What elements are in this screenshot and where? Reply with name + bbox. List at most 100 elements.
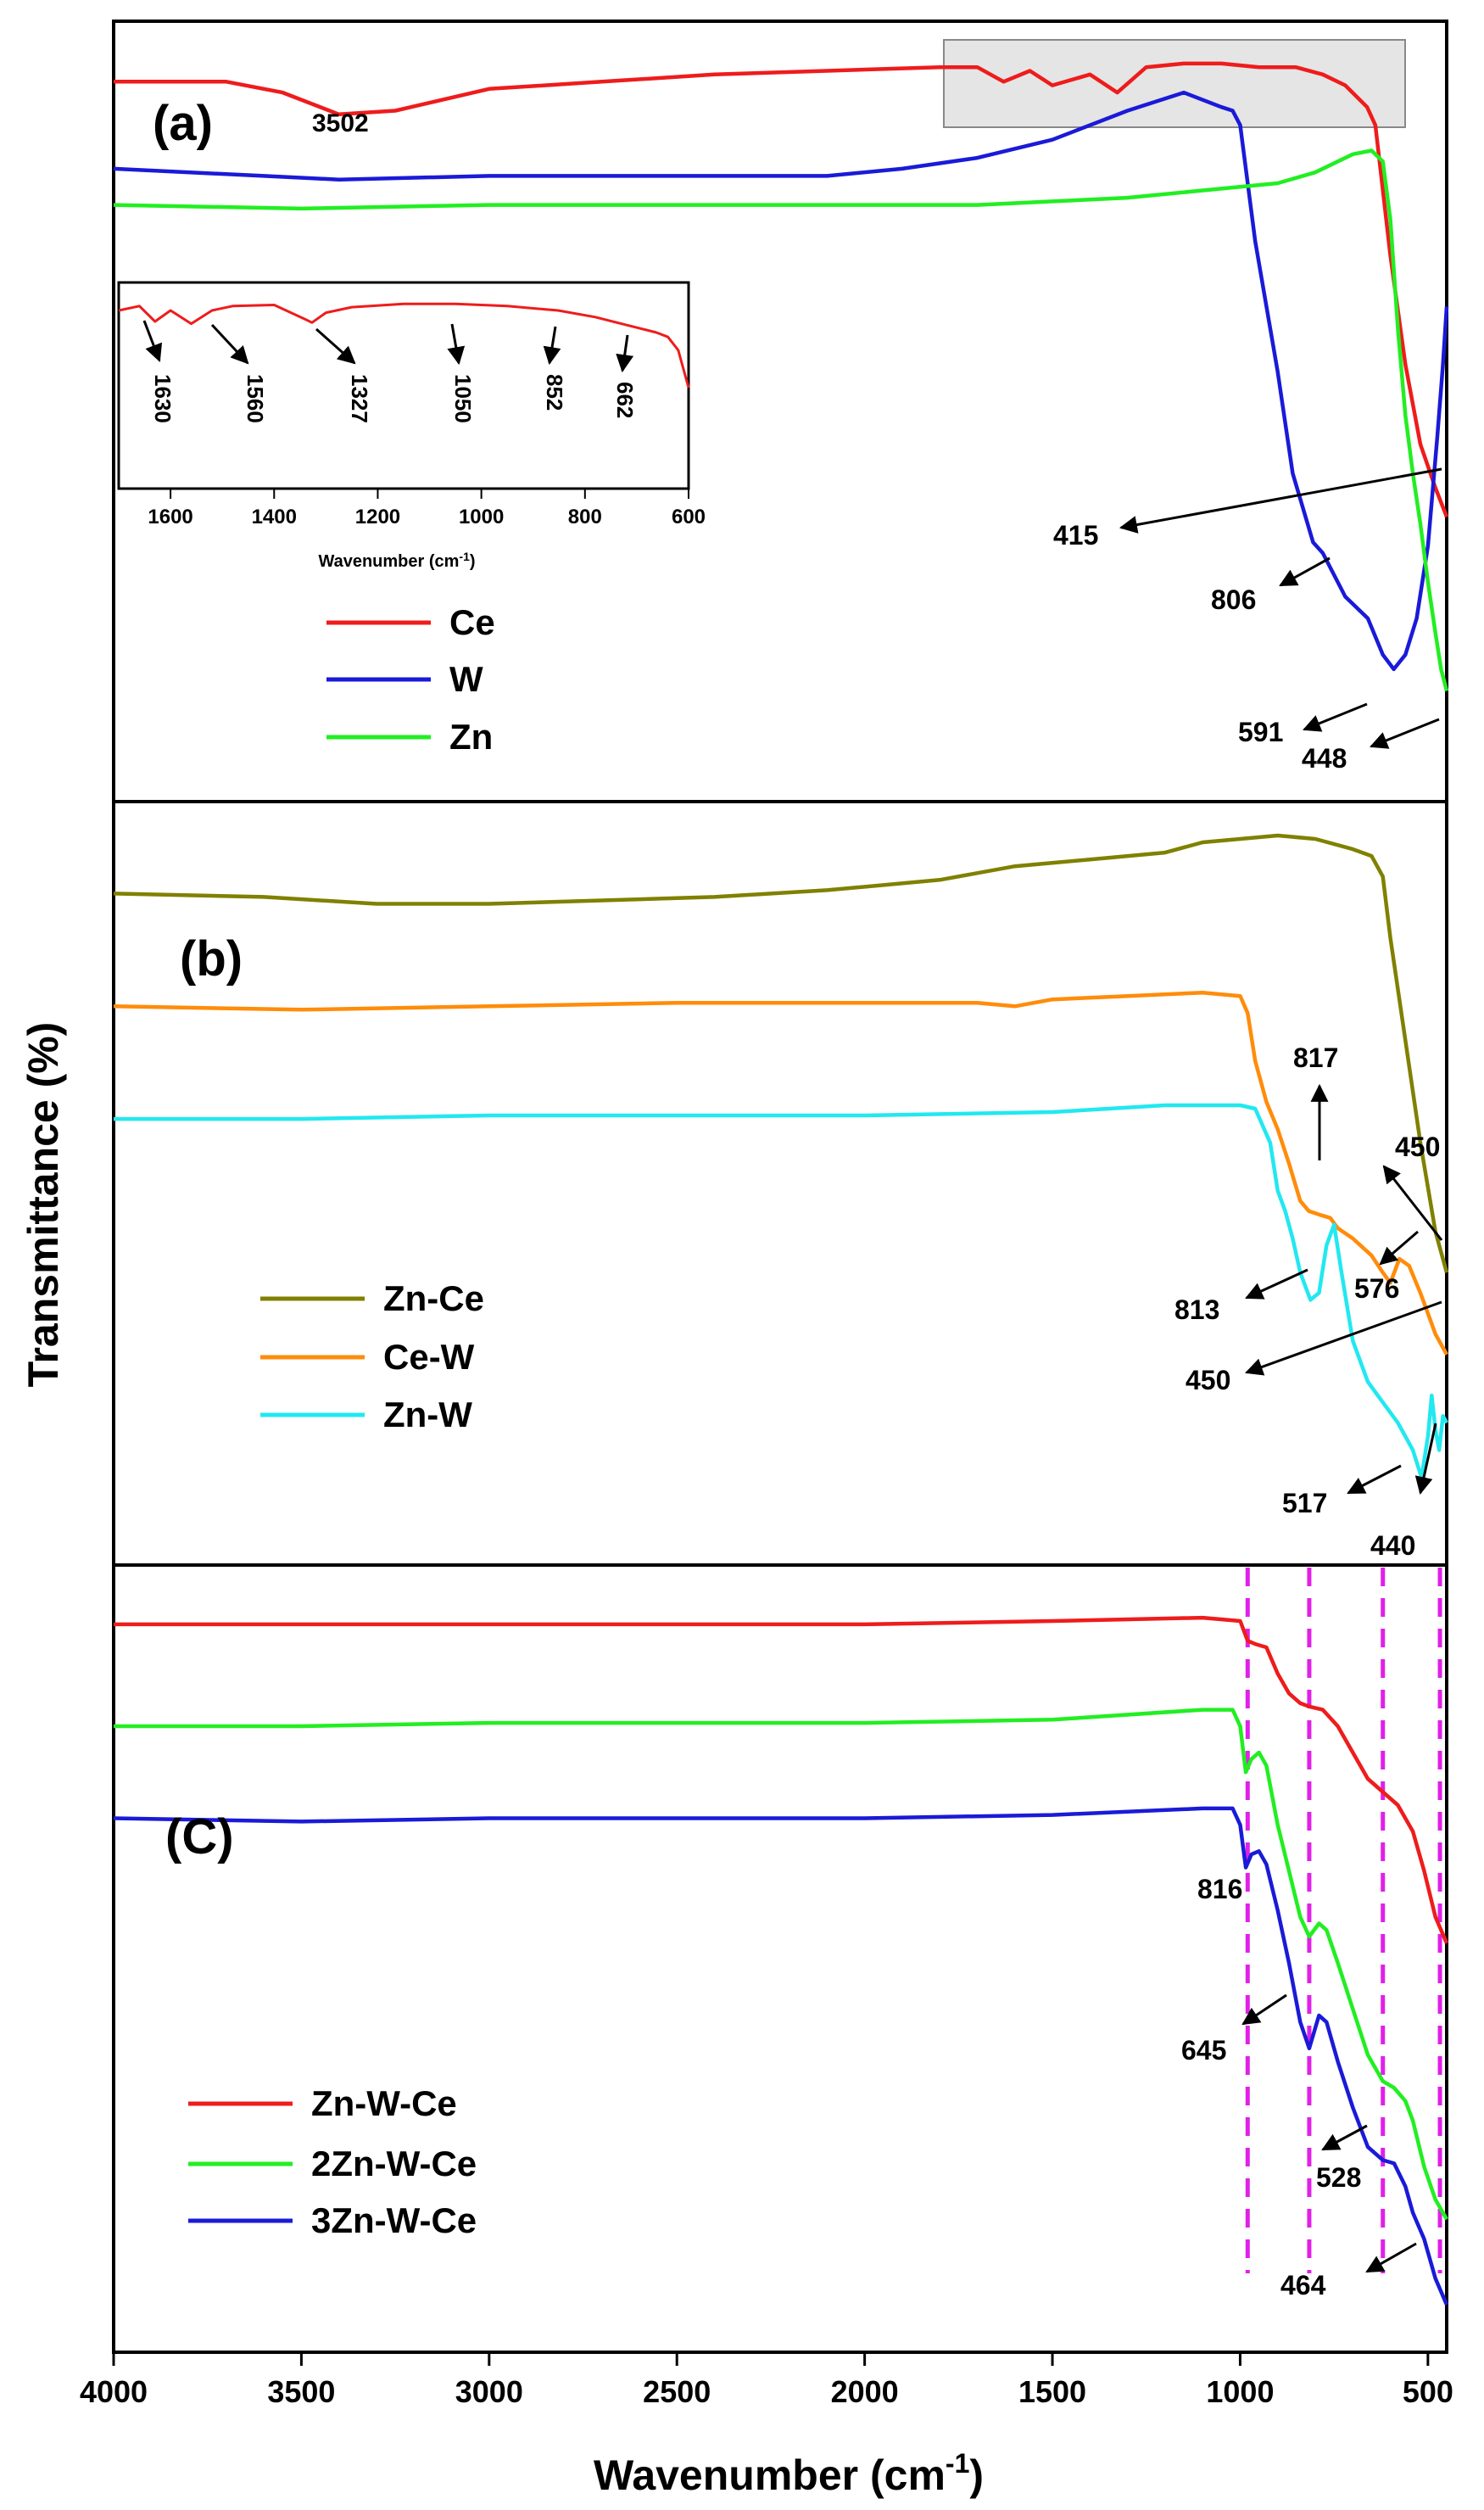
inset-x-axis-ticks: 1600 1400 1200 1000 800 600 xyxy=(148,489,706,528)
x-tick-label: 1000 xyxy=(1206,2374,1274,2409)
inset-frame xyxy=(117,281,690,490)
inset-arrows xyxy=(142,320,634,373)
inset-arrow-1327 xyxy=(315,327,356,365)
inset-arrow-1560 xyxy=(210,323,249,365)
inset-x-tick-label: 1200 xyxy=(355,506,400,528)
peak-label-528: 528 xyxy=(1316,2162,1361,2193)
panel-c-label: (C) xyxy=(165,1809,234,1864)
x-axis-label-end: ) xyxy=(969,2451,984,2499)
x-tick-label: 4000 xyxy=(80,2374,148,2409)
inset-x-tick-label: 600 xyxy=(672,506,706,528)
legend-label-w: W xyxy=(449,659,483,699)
series-line-ce-w xyxy=(113,990,1448,1356)
inset-x-tick-label: 1400 xyxy=(252,506,297,528)
arrow-464 xyxy=(1365,2242,1417,2273)
arrow-448 xyxy=(1370,718,1440,749)
panel-b-series-layer xyxy=(113,833,1449,1479)
peak-label-806: 806 xyxy=(1211,584,1256,615)
peak-label-591: 591 xyxy=(1238,717,1283,747)
series-line-2zn-w-ce xyxy=(114,1708,1448,2221)
peak-label-450-ce-w: 450 xyxy=(1186,1365,1230,1395)
legend-label-ce-w: Ce-W xyxy=(383,1337,475,1377)
arrow-806 xyxy=(1279,556,1331,587)
inset-x-tick-label: 800 xyxy=(568,506,602,528)
panel-c-frame xyxy=(112,1563,1448,2354)
inset-peak-1560: 1560 xyxy=(243,374,268,423)
peak-label-450-zn-ce: 450 xyxy=(1395,1132,1440,1162)
panel-a-inset: 1630 1560 1327 1050 852 662 1600 1400 1200… xyxy=(117,281,706,571)
inset-arrow-662 xyxy=(616,334,634,373)
x-axis-ticks: 4000 3500 3000 2500 2000 1500 1000 500 xyxy=(80,2352,1453,2409)
inset-series-layer xyxy=(118,302,690,389)
y-axis-label: Transmittance (%) xyxy=(20,1022,67,1388)
series-line-zn-w xyxy=(114,1103,1448,1479)
panel-a-legend: Ce W Zn xyxy=(326,602,495,757)
peak-label-817: 817 xyxy=(1293,1043,1338,1073)
inset-x-tick-label: 1600 xyxy=(148,506,192,528)
x-tick-label: 3500 xyxy=(267,2374,335,2409)
legend-label-2zn-w-ce: 2Zn-W-Ce xyxy=(311,2144,477,2183)
legend-label-ce: Ce xyxy=(449,602,495,642)
inset-peak-1630: 1630 xyxy=(150,374,176,423)
inset-x-axis-label: Wavenumber (cm-1) xyxy=(318,550,475,571)
legend-label-zn-w-ce: Zn-W-Ce xyxy=(311,2083,457,2123)
arrow-591 xyxy=(1303,702,1368,732)
legend-label-zn-ce: Zn-Ce xyxy=(383,1278,484,1318)
panel-a-highlight-region xyxy=(943,39,1406,128)
arrow-450-ce-w xyxy=(1245,1300,1442,1376)
panel-b-label: (b) xyxy=(180,931,243,987)
arrow-645 xyxy=(1241,1993,1287,2026)
legend-label-zn: Zn xyxy=(449,717,493,757)
inset-peak-852: 852 xyxy=(542,374,567,411)
inset-peak-662: 662 xyxy=(612,382,638,418)
inset-arrow-1050 xyxy=(447,323,466,366)
peak-label-816: 816 xyxy=(1197,1874,1242,1904)
panel-a-arrows xyxy=(1119,467,1442,749)
peak-label-415: 415 xyxy=(1053,520,1098,551)
series-line-zn-ce xyxy=(113,833,1449,1273)
peak-label-813: 813 xyxy=(1174,1294,1219,1325)
arrow-415 xyxy=(1119,467,1442,534)
panel-a-label: (a) xyxy=(153,96,213,151)
inset-peak-1050: 1050 xyxy=(450,374,476,423)
arrow-450-zn-ce xyxy=(1382,1165,1443,1241)
inset-x-tick-label: 1000 xyxy=(459,506,504,528)
panel-b-legend: Zn-Ce Ce-W Zn-W xyxy=(260,1278,484,1434)
inset-peak-1327: 1327 xyxy=(347,374,372,423)
x-axis-label-main: Wavenumber (cm xyxy=(594,2451,946,2499)
panel-c-series-layer xyxy=(113,1615,1449,2306)
series-line-zn-w-ce xyxy=(114,1615,1449,1944)
series-line-zn xyxy=(113,148,1449,692)
inset-arrow-1630 xyxy=(142,320,163,362)
panel-b: (b) Zn-Ce Ce-W Zn-W 817 450 813 576 450 … xyxy=(112,800,1449,1567)
peak-label-517: 517 xyxy=(1282,1488,1327,1518)
series-line-w xyxy=(113,90,1449,672)
arrow-528 xyxy=(1321,2124,1368,2151)
x-axis-label: Wavenumber (cm-1) xyxy=(594,2448,984,2499)
arrow-517 xyxy=(1347,1464,1402,1495)
series-line-ce xyxy=(114,61,1449,518)
inset-arrow-852 xyxy=(543,326,561,366)
panel-a: (a) 3502 1630 1560 1327 1050 852 662 160… xyxy=(112,20,1449,803)
x-tick-label: 1500 xyxy=(1018,2374,1086,2409)
panel-a-peak-label-3502: 3502 xyxy=(312,109,369,137)
peak-label-576: 576 xyxy=(1354,1273,1399,1304)
panel-c-legend: Zn-W-Ce 2Zn-W-Ce 3Zn-W-Ce xyxy=(188,2083,477,2240)
panel-b-frame xyxy=(112,800,1448,1567)
peak-label-645: 645 xyxy=(1181,2035,1226,2066)
panel-b-arrows xyxy=(1245,1083,1443,1495)
series-line-3zn-w-ce xyxy=(113,1806,1449,2306)
x-axis-label-superscript: -1 xyxy=(946,2448,969,2479)
peak-label-440: 440 xyxy=(1370,1530,1415,1561)
x-tick-label: 500 xyxy=(1403,2374,1453,2409)
arrow-813 xyxy=(1245,1268,1308,1300)
peak-label-448: 448 xyxy=(1302,743,1347,774)
panel-c-arrows xyxy=(1241,1993,1417,2273)
x-tick-label: 2000 xyxy=(831,2374,899,2409)
legend-label-zn-w: Zn-W xyxy=(383,1395,472,1434)
panel-c-vlines xyxy=(1245,1568,1442,2273)
x-tick-label: 2500 xyxy=(643,2374,711,2409)
x-tick-label: 3000 xyxy=(455,2374,523,2409)
panel-a-series-layer xyxy=(113,61,1449,692)
